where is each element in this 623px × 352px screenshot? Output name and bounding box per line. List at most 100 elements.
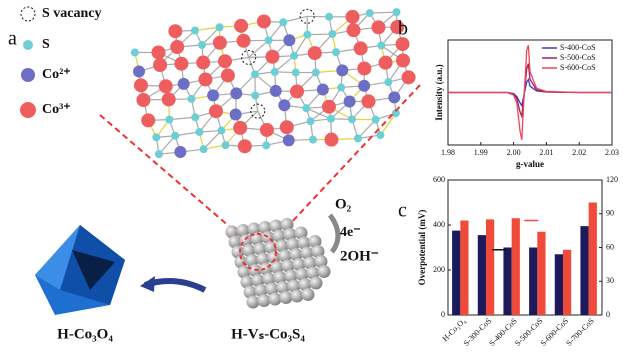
atom <box>336 64 348 76</box>
plot-frame <box>448 180 602 315</box>
sphere <box>269 293 282 306</box>
lattice <box>131 8 416 158</box>
bar <box>452 231 460 315</box>
atom <box>265 36 273 44</box>
y2-tick-label: 90 <box>606 209 614 218</box>
atom <box>322 100 336 114</box>
atom <box>402 70 416 84</box>
atom <box>238 139 252 153</box>
y2-tick-label: 0 <box>606 310 610 319</box>
bar <box>537 232 545 315</box>
atom <box>222 141 230 149</box>
atom <box>233 121 247 135</box>
x-tick-label: 2.00 <box>507 148 521 157</box>
atom <box>260 123 274 137</box>
x-tick-label: 1.99 <box>474 148 488 157</box>
atom <box>302 104 310 112</box>
figure: a S vacancy S Co²⁺ Co³⁺ O₂ 4e⁻ 2OH⁻ H-Co… <box>0 0 623 352</box>
y-tick-label: 600 <box>433 175 445 184</box>
atom <box>290 52 298 60</box>
atom <box>280 120 294 134</box>
atom <box>271 68 279 76</box>
atom <box>251 70 259 78</box>
atom <box>327 115 335 123</box>
atom <box>379 56 393 70</box>
label: O₂ <box>335 196 352 212</box>
atom <box>141 113 155 127</box>
y-tick-label: 400 <box>433 220 445 229</box>
atom <box>309 136 317 144</box>
legend-label: S-500-CoS <box>560 53 596 62</box>
atom <box>153 58 167 72</box>
atom <box>347 23 361 37</box>
x-tick-label: 2.03 <box>605 148 619 157</box>
legend-symbol <box>21 7 35 21</box>
atom <box>279 18 287 26</box>
x-tick-label: 2.01 <box>539 148 553 157</box>
y2-tick-label: 60 <box>606 242 614 251</box>
atom <box>307 117 315 125</box>
atom <box>292 69 300 77</box>
atom <box>344 96 356 108</box>
atom <box>317 84 329 96</box>
atom <box>283 34 295 46</box>
particle <box>226 218 331 309</box>
x-axis-label: g-value <box>516 159 544 169</box>
atom <box>366 9 374 17</box>
atom <box>377 42 385 50</box>
atom <box>283 134 295 146</box>
atom <box>230 109 242 121</box>
atom <box>396 53 410 67</box>
atom <box>159 79 173 93</box>
atom <box>230 87 242 99</box>
legend-label: S-400-CoS <box>560 43 596 52</box>
atom <box>178 78 190 90</box>
atom <box>200 145 208 153</box>
label: 2OH⁻ <box>340 248 379 264</box>
atom <box>290 84 304 98</box>
atom <box>361 94 375 108</box>
atom <box>270 85 282 97</box>
x-tick-label: 2.02 <box>572 148 586 157</box>
atom <box>376 131 384 139</box>
atom <box>354 134 362 142</box>
label: 4e⁻ <box>340 225 361 240</box>
bar <box>589 203 597 316</box>
atom <box>262 141 270 149</box>
atom <box>237 34 251 48</box>
atom <box>348 115 356 123</box>
octahedron <box>35 225 125 315</box>
bar <box>563 250 571 315</box>
legend-label: S <box>42 37 50 52</box>
legend-label: Co³⁺ <box>42 102 71 117</box>
bar <box>460 221 468 316</box>
panel-label: b <box>398 18 408 40</box>
bar <box>503 248 511 316</box>
atom <box>312 69 320 77</box>
sphere <box>302 288 315 301</box>
sphere <box>247 296 260 309</box>
bond <box>370 12 397 13</box>
bar <box>486 219 494 315</box>
atom <box>388 91 400 103</box>
atom <box>371 20 385 34</box>
atom <box>151 45 165 59</box>
atom <box>170 40 184 54</box>
bar <box>478 235 486 315</box>
atom <box>218 54 232 68</box>
y2-tick-label: 30 <box>606 276 614 285</box>
sphere <box>310 277 323 290</box>
atom <box>337 83 345 91</box>
atom <box>357 61 371 75</box>
atom <box>308 46 322 60</box>
legend-label: Co²⁺ <box>42 67 71 82</box>
atom <box>191 113 199 121</box>
y2-tick-label: 120 <box>606 175 618 184</box>
atom <box>216 23 224 31</box>
atom <box>136 93 150 107</box>
atom <box>198 72 212 86</box>
legend-label: S-600-CoS <box>560 63 596 72</box>
legend-symbol <box>20 102 36 118</box>
atom <box>303 31 311 39</box>
sphere <box>318 265 331 278</box>
